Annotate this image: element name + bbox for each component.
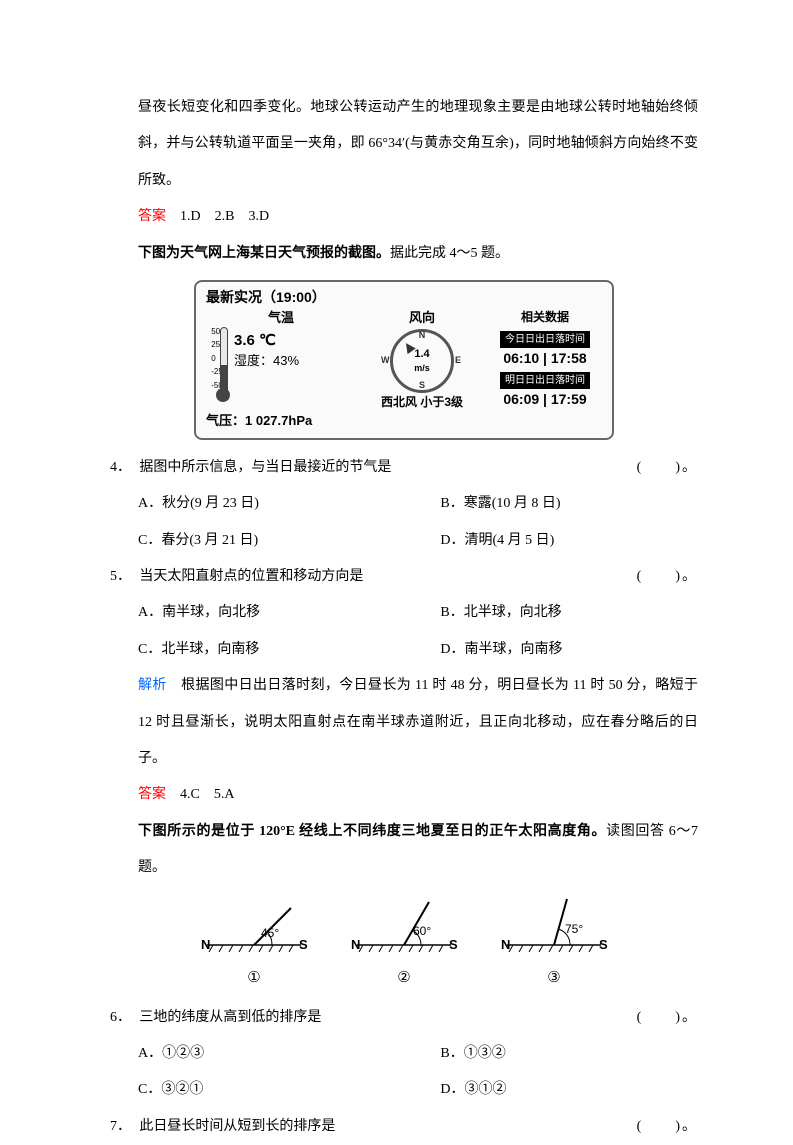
tomorrow-sun-pill: 明日日出日落时间 (500, 372, 590, 389)
question-5-stem: 当天太阳直射点的位置和移动方向是 (139, 569, 363, 584)
answers-4-5: 答案 4.C 5.A (110, 777, 698, 813)
svg-text:S: S (299, 937, 308, 952)
question-4-number: 4． (110, 450, 139, 486)
related-data-label: 相关数据 (488, 310, 602, 326)
option-5D: D．南半球，向南移 (440, 632, 698, 668)
question-5-options: A．南半球，向北移 B．北半球，向北移 C．北半球，向南移 D．南半球，向南移 (110, 595, 698, 668)
compass-icon: NSWE 1.4 m/s (390, 329, 454, 393)
answers-1-3: 答案 1.D 2.B 3.D (110, 199, 698, 235)
option-6A: A．①②③ (138, 1036, 440, 1072)
intro-paragraph: 昼夜长短变化和四季变化。地球公转运动产生的地理现象主要是由地球公转时地轴始终倾斜… (110, 90, 698, 199)
question-5-number: 5． (110, 559, 139, 595)
weather-col-sun: 相关数据 今日日出日落时间 06:10 | 17:58 明日日出日落时间 06:… (488, 310, 602, 430)
question-6-paren: ( )。 (637, 1000, 698, 1036)
tomorrow-sun-time: 06:09 | 17:59 (488, 390, 602, 408)
question-5: 5． 当天太阳直射点的位置和移动方向是 ( )。 (110, 559, 698, 595)
option-4A: A．秋分(9 月 23 日) (138, 486, 440, 522)
weather-col-temperature: 气温 50 25 0 -25 -50 3.6 ℃ (206, 310, 356, 430)
answer-label: 答案 (138, 209, 166, 224)
option-5A: A．南半球，向北移 (138, 595, 440, 631)
question-4: 4． 据图中所示信息，与当日最接近的节气是 ( )。 (110, 450, 698, 486)
pressure-value: 气压：1 027.7hPa (206, 413, 356, 430)
option-4D: D．清明(4 月 5 日) (440, 523, 698, 559)
today-sun-time: 06:10 | 17:58 (488, 349, 602, 367)
wind-speed-unit: m/s (414, 363, 430, 373)
option-6D: D．③①② (440, 1072, 698, 1108)
question-6: 6． 三地的纬度从高到低的排序是 ( )。 (110, 1000, 698, 1036)
analysis-4-5-text: 根据图中日出日落时刻，今日昼长为 11 时 48 分，明日昼长为 11 时 50… (138, 678, 698, 766)
angle-1-deg: 45° (261, 926, 279, 940)
svg-text:S: S (599, 937, 608, 952)
thermometer-icon: 50 25 0 -25 -50 (206, 327, 228, 409)
angle-2-num: ② (349, 959, 459, 998)
question-6-number: 6． (110, 1000, 139, 1036)
angle-diagram-3: N S 75° ③ (499, 897, 609, 998)
wind-speed: 1.4 (414, 348, 429, 360)
analysis-4-5: 解析 根据图中日出日落时刻，今日昼长为 11 时 48 分，明日昼长为 11 时… (110, 668, 698, 777)
angle-1-num: ① (199, 959, 309, 998)
question-6-stem: 三地的纬度从高到低的排序是 (139, 1010, 321, 1025)
question-4-stem: 据图中所示信息，与当日最接近的节气是 (139, 460, 391, 475)
question-5-paren: ( )。 (637, 559, 698, 595)
temp-label: 气温 (206, 310, 356, 327)
weather-figure: 最新实况（19:00） 气温 50 25 0 -25 -50 (110, 280, 698, 440)
option-6B: B．①③② (440, 1036, 698, 1072)
lead-4-5: 下图为天气网上海某日天气预报的截图。据此完成 4～5 题。 (110, 236, 698, 272)
svg-text:N: N (351, 937, 360, 952)
answers-1-3-text: 1.D 2.B 3.D (166, 209, 269, 224)
angle-diagram-2: N S 60° ② (349, 897, 459, 998)
angle-diagram-1: N S 45° ① (199, 897, 309, 998)
answer-label: 答案 (138, 787, 166, 802)
svg-text:N: N (501, 937, 510, 952)
option-4C: C．春分(3 月 21 日) (138, 523, 440, 559)
option-4B: B．寒露(10 月 8 日) (440, 486, 698, 522)
option-5C: C．北半球，向南移 (138, 632, 440, 668)
weather-card: 最新实况（19:00） 气温 50 25 0 -25 -50 (194, 280, 614, 440)
option-6C: C．③②① (138, 1072, 440, 1108)
angle-2-deg: 60° (413, 924, 431, 938)
question-4-paren: ( )。 (637, 450, 698, 486)
today-sun-pill: 今日日出日落时间 (500, 331, 590, 348)
svg-text:S: S (449, 937, 458, 952)
wind-label: 风向 (362, 310, 482, 327)
lead-6-7: 下图所示的是位于 120°E 经线上不同纬度三地夏至日的正午太阳高度角。读图回答… (110, 814, 698, 887)
question-4-options: A．秋分(9 月 23 日) B．寒露(10 月 8 日) C．春分(3 月 2… (110, 486, 698, 559)
weather-col-wind: 风向 NSWE 1.4 m/s 西北风 小于3级 (362, 310, 482, 430)
wind-desc: 西北风 小于3级 (362, 395, 482, 411)
question-7-stem: 此日昼长时间从短到长的排序是 (139, 1119, 335, 1134)
weather-header: 最新实况（19:00） (206, 288, 602, 306)
angle-3-num: ③ (499, 959, 609, 998)
question-7-number: 7． (110, 1109, 139, 1145)
humidity-value: 湿度：43% (234, 353, 299, 370)
option-5B: B．北半球，向北移 (440, 595, 698, 631)
angle-3-deg: 75° (565, 922, 583, 936)
question-6-options: A．①②③ B．①③② C．③②① D．③①② (110, 1036, 698, 1109)
analysis-label: 解析 (138, 678, 167, 693)
lead-6-7-bold: 下图所示的是位于 120°E 经线上不同纬度三地夏至日的正午太阳高度角。 (138, 824, 606, 839)
lead-4-5-tail: 据此完成 4～5 题。 (390, 246, 509, 261)
question-7-paren: ( )。 (637, 1109, 698, 1145)
svg-text:N: N (201, 937, 210, 952)
answers-4-5-text: 4.C 5.A (166, 787, 234, 802)
lead-4-5-bold: 下图为天气网上海某日天气预报的截图。 (138, 246, 390, 261)
angles-figure: N S 45° ① N S 60° ② N S (110, 897, 698, 998)
question-7: 7． 此日昼长时间从短到长的排序是 ( )。 (110, 1109, 698, 1145)
temp-value: 3.6 ℃ (234, 331, 299, 351)
